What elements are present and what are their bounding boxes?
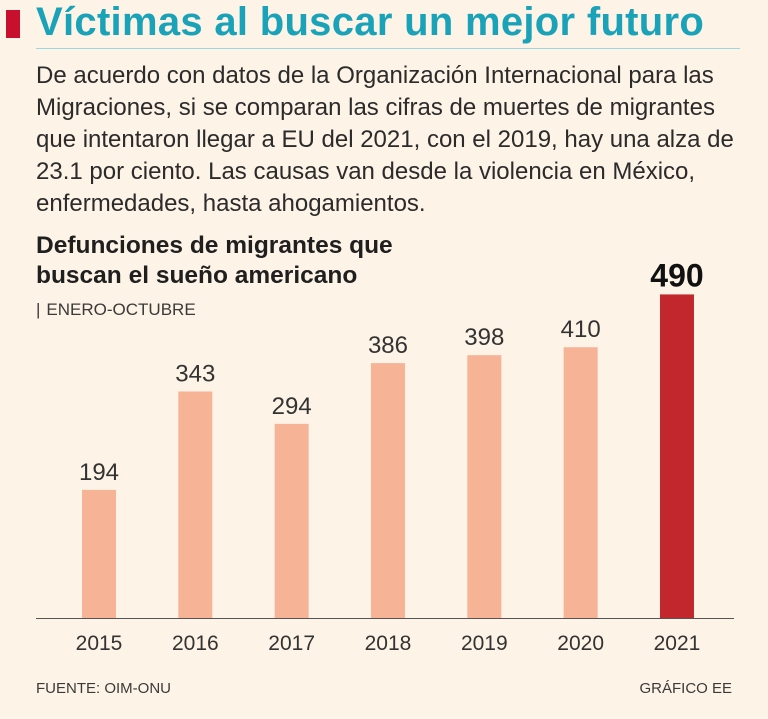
value-label-2021: 490 xyxy=(650,257,703,293)
value-label-2020: 410 xyxy=(561,316,601,343)
bar-2020 xyxy=(563,347,598,618)
bar-2015 xyxy=(82,489,116,618)
subtitle-text: ENERO-OCTUBRE xyxy=(46,300,196,319)
x-tick-2018: 2018 xyxy=(365,632,412,655)
x-tick-2019: 2019 xyxy=(461,632,508,655)
x-tick-2020: 2020 xyxy=(557,632,604,655)
source-note: FUENTE: OIM-ONU xyxy=(36,680,171,697)
x-tick-2016: 2016 xyxy=(172,632,219,655)
value-label-2017: 294 xyxy=(272,393,312,420)
bar-2018 xyxy=(370,363,405,618)
headline-divider xyxy=(36,48,740,49)
value-label-2019: 398 xyxy=(464,324,504,351)
headline: Víctimas al buscar un mejor futuro xyxy=(36,0,705,44)
x-tick-2017: 2017 xyxy=(268,632,315,655)
value-label-2018: 386 xyxy=(368,332,408,359)
bar-2019 xyxy=(467,355,502,618)
chart-subtitle: | ENERO-OCTUBRE xyxy=(36,300,196,320)
chart-title: Defunciones de migrantes que buscan el s… xyxy=(36,232,393,289)
x-tick-2021: 2021 xyxy=(654,632,701,655)
value-label-2015: 194 xyxy=(79,459,119,486)
graphic-credit: GRÁFICO EE xyxy=(639,680,732,697)
accent-bar xyxy=(6,10,20,38)
value-label-2016: 343 xyxy=(175,360,215,387)
subtitle-separator: | xyxy=(36,300,41,319)
bar-2017 xyxy=(274,423,309,618)
bar-2021 xyxy=(659,294,694,618)
x-tick-2015: 2015 xyxy=(76,632,123,655)
intro-paragraph: De acuerdo con datos de la Organización … xyxy=(36,62,734,217)
bar-2016 xyxy=(178,391,213,618)
